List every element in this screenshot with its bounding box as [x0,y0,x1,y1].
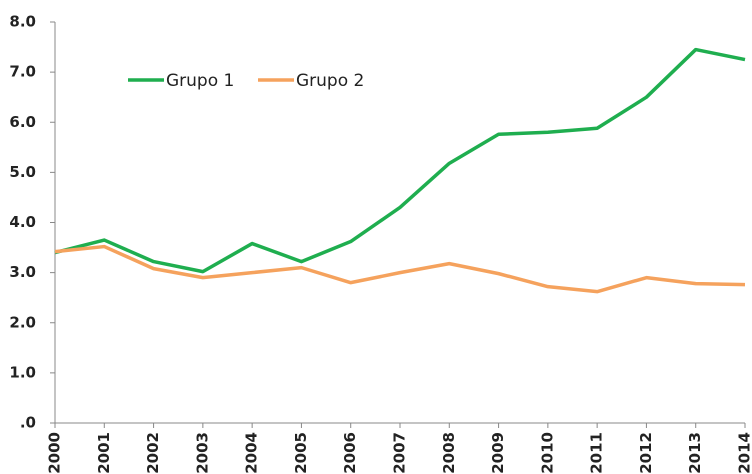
x-tick-label: 2004 [243,432,261,474]
series-line [54,244,746,294]
y-tick-label: 8.0 [9,13,36,31]
x-tick-label: 2007 [391,432,409,474]
y-tick-label: 2.0 [9,313,36,331]
x-tick-label: 2010 [538,432,556,474]
y-tick-label: 3.0 [9,263,36,281]
x-tick-label: 2005 [292,432,310,474]
legend-label: Grupo 1 [166,71,234,91]
x-tick-label: 2013 [686,432,704,474]
y-tick-label: .0 [20,414,36,432]
x-tick-label: 2002 [144,432,162,474]
y-tick-label: 5.0 [9,163,36,181]
x-tick-label: 2014 [736,432,752,474]
x-tick-label: 2001 [95,432,113,474]
x-tick-label: 2011 [588,432,606,474]
y-tick-label: 7.0 [9,63,36,81]
y-tick-label: 1.0 [9,363,36,381]
x-tick-label: 2008 [440,432,458,474]
legend-label: Grupo 2 [296,71,364,91]
x-tick-label: 2000 [46,432,64,474]
x-tick-label: 2003 [193,432,211,474]
x-tick-label: 2012 [637,432,655,474]
x-tick-label: 2009 [489,432,507,474]
series-line [54,47,746,274]
y-tick-label: 4.0 [9,213,36,231]
y-tick-label: 6.0 [9,113,36,131]
x-tick-label: 2006 [341,432,359,474]
